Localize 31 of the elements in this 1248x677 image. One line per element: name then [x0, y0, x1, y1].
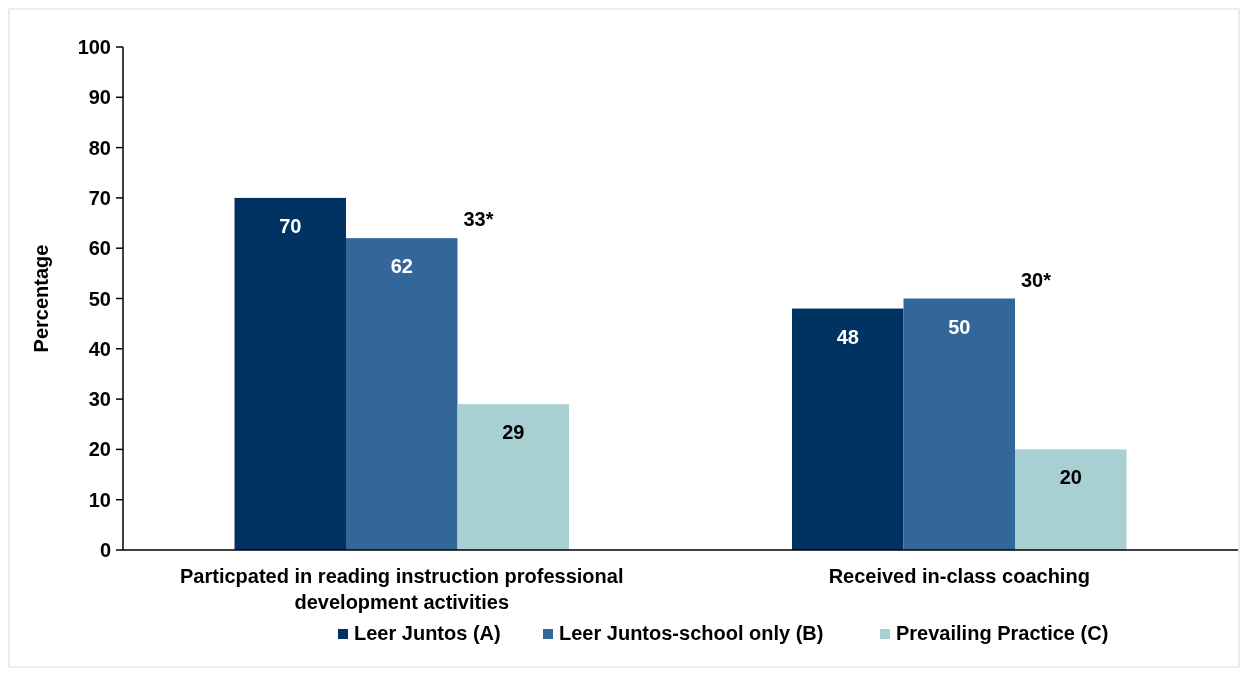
- bar: [457, 404, 569, 550]
- data-label: 50: [948, 315, 971, 338]
- y-tick-label: 100: [77, 36, 111, 58]
- y-tick-label: 90: [88, 86, 111, 109]
- y-tick-label: 50: [88, 287, 111, 310]
- y-tick-label: 10: [88, 488, 111, 511]
- y-tick-label: 60: [88, 237, 111, 260]
- y-axis-title: Percentage: [30, 244, 52, 353]
- bar: [1015, 449, 1127, 550]
- bar: [234, 197, 346, 550]
- data-label: 62: [390, 255, 413, 278]
- y-tick-label: 0: [99, 539, 111, 561]
- y-tick-label: 80: [88, 136, 111, 159]
- legend-label: Leer Juntos (A): [354, 622, 501, 644]
- bar: [792, 308, 904, 550]
- y-tick-label: 70: [88, 186, 111, 209]
- data-label: 70: [279, 214, 302, 237]
- bar: [903, 298, 1015, 550]
- data-label: 48: [836, 325, 859, 348]
- data-label: 20: [1059, 466, 1082, 489]
- legend-label: Leer Juntos-school only (B): [559, 622, 824, 644]
- y-tick-label: 30: [88, 388, 111, 411]
- x-tick-label: Received in-class coaching: [828, 565, 1090, 587]
- y-tick-label: 20: [88, 438, 111, 461]
- y-tick-label: 40: [88, 337, 111, 360]
- x-tick-label: Particpated in reading instruction professional development activities: [180, 565, 624, 613]
- bar: [346, 238, 458, 550]
- legend-label: Prevailing Practice (C): [896, 622, 1109, 644]
- annotation: 33*: [463, 208, 494, 231]
- annotation: 30*: [1021, 268, 1052, 291]
- data-label: 29: [502, 421, 525, 444]
